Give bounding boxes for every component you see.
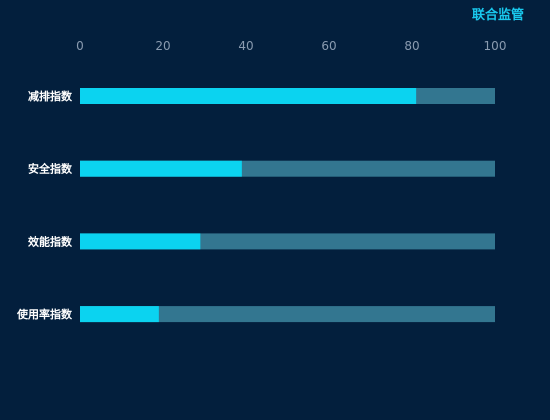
- category-label: 使用率指数: [16, 307, 73, 321]
- bar-value: [80, 88, 417, 104]
- x-tick-label: 100: [484, 39, 507, 53]
- x-tick-label: 20: [155, 39, 170, 53]
- bar-value: [80, 233, 201, 250]
- x-tick-label: 0: [76, 39, 84, 53]
- bar-track: [80, 306, 495, 323]
- x-tick-label: 80: [404, 39, 419, 53]
- category-label: 效能指数: [28, 234, 73, 248]
- x-tick-label: 60: [321, 39, 336, 53]
- x-tick-label: 40: [238, 39, 253, 53]
- bar-value: [80, 160, 242, 177]
- bar-value: [80, 306, 159, 323]
- category-label: 安全指数: [28, 162, 73, 176]
- category-label: 减排指数: [28, 89, 73, 103]
- panel-title: 联合监管: [471, 8, 524, 23]
